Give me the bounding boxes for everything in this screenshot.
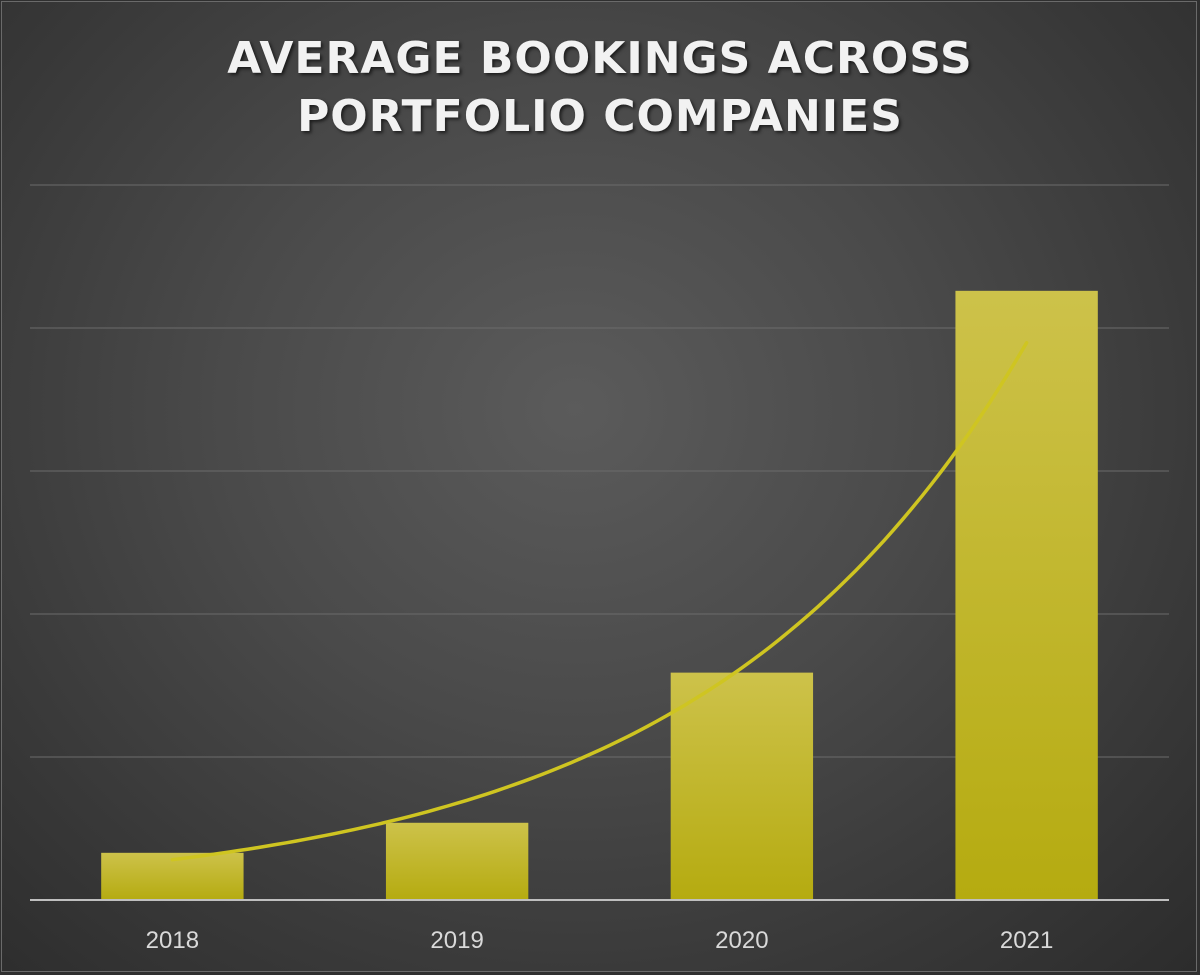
- bar-2021: [955, 290, 1098, 900]
- bar-2020: [670, 672, 814, 900]
- chart-title: AVERAGE BOOKINGS ACROSS PORTFOLIO COMPAN…: [2, 30, 1198, 146]
- chart-title-line-2: PORTFOLIO COMPANIES: [297, 91, 903, 142]
- trendline: [170, 341, 1029, 862]
- chart-title-line-1: AVERAGE BOOKINGS ACROSS: [227, 33, 973, 84]
- x-tick-label: 2018: [146, 927, 199, 954]
- x-tick-label: 2021: [1000, 927, 1053, 954]
- x-tick-label: 2019: [430, 927, 483, 954]
- x-tick-label: 2020: [715, 927, 768, 954]
- bar-2019: [385, 822, 529, 900]
